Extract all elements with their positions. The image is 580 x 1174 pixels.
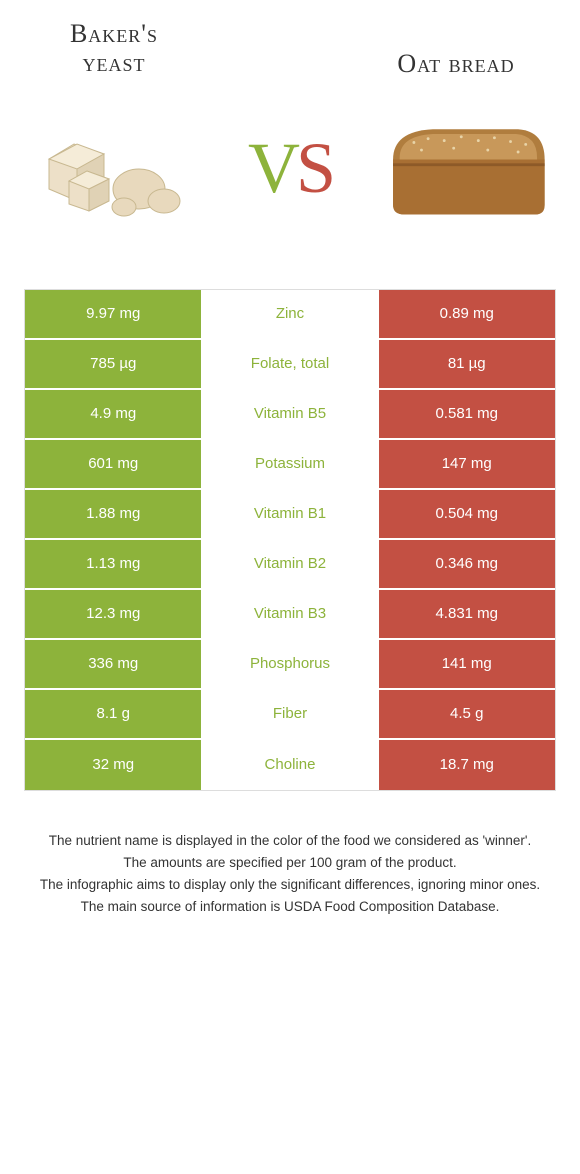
footer-line-3: The infographic aims to display only the… <box>34 875 546 895</box>
nutrient-name-cell: Vitamin B5 <box>201 390 378 438</box>
nutrient-name-cell: Vitamin B3 <box>201 590 378 638</box>
nutrient-name-cell: Fiber <box>201 690 378 738</box>
left-value-cell: 4.9 mg <box>25 390 201 438</box>
left-value-cell: 336 mg <box>25 640 201 688</box>
right-value-cell: 0.581 mg <box>379 390 555 438</box>
left-value-cell: 12.3 mg <box>25 590 201 638</box>
vs-s: S <box>296 127 332 210</box>
right-value-cell: 4.5 g <box>379 690 555 738</box>
footer-line-2: The amounts are specified per 100 gram o… <box>34 853 546 873</box>
nutrient-name-cell: Vitamin B1 <box>201 490 378 538</box>
table-row: 32 mgCholine18.7 mg <box>25 740 555 790</box>
nutrient-name-cell: Potassium <box>201 440 378 488</box>
left-food-title: Baker's yeast <box>24 20 204 77</box>
right-value-cell: 147 mg <box>379 440 555 488</box>
nutrient-name-cell: Folate, total <box>201 340 378 388</box>
table-row: 4.9 mgVitamin B50.581 mg <box>25 390 555 440</box>
right-value-cell: 18.7 mg <box>379 740 555 790</box>
table-row: 601 mgPotassium147 mg <box>25 440 555 490</box>
header: Baker's yeast Oat bread <box>24 20 556 79</box>
table-row: 336 mgPhosphorus141 mg <box>25 640 555 690</box>
left-food-image <box>24 104 204 234</box>
table-row: 1.13 mgVitamin B20.346 mg <box>25 540 555 590</box>
left-value-cell: 8.1 g <box>25 690 201 738</box>
left-title-line2: yeast <box>24 49 204 78</box>
table-row: 1.88 mgVitamin B10.504 mg <box>25 490 555 540</box>
nutrient-table: 9.97 mgZinc0.89 mg785 µgFolate, total81 … <box>24 289 556 791</box>
nutrient-name-cell: Choline <box>201 740 378 790</box>
nutrient-name-cell: Phosphorus <box>201 640 378 688</box>
right-value-cell: 141 mg <box>379 640 555 688</box>
left-value-cell: 601 mg <box>25 440 201 488</box>
right-value-cell: 0.504 mg <box>379 490 555 538</box>
vs-label: VS <box>248 127 332 210</box>
table-row: 12.3 mgVitamin B34.831 mg <box>25 590 555 640</box>
left-value-cell: 1.88 mg <box>25 490 201 538</box>
left-value-cell: 785 µg <box>25 340 201 388</box>
nutrient-name-cell: Zinc <box>201 290 378 338</box>
table-row: 8.1 gFiber4.5 g <box>25 690 555 740</box>
yeast-icon <box>29 109 199 229</box>
right-value-cell: 81 µg <box>379 340 555 388</box>
right-value-cell: 4.831 mg <box>379 590 555 638</box>
nutrient-name-cell: Vitamin B2 <box>201 540 378 588</box>
left-value-cell: 9.97 mg <box>25 290 201 338</box>
right-value-cell: 0.346 mg <box>379 540 555 588</box>
table-row: 9.97 mgZinc0.89 mg <box>25 290 555 340</box>
left-value-cell: 1.13 mg <box>25 540 201 588</box>
left-value-cell: 32 mg <box>25 740 201 790</box>
table-row: 785 µgFolate, total81 µg <box>25 340 555 390</box>
vs-v: V <box>248 127 296 210</box>
footer-line-1: The nutrient name is displayed in the co… <box>34 831 546 851</box>
left-title-line1: Baker's <box>24 20 204 49</box>
images-row: VS <box>24 79 556 259</box>
footer-notes: The nutrient name is displayed in the co… <box>24 831 556 918</box>
footer-line-4: The main source of information is USDA F… <box>34 897 546 917</box>
right-value-cell: 0.89 mg <box>379 290 555 338</box>
right-food-image <box>376 104 556 234</box>
right-food-title: Oat bread <box>356 50 556 79</box>
bread-icon <box>376 99 556 239</box>
